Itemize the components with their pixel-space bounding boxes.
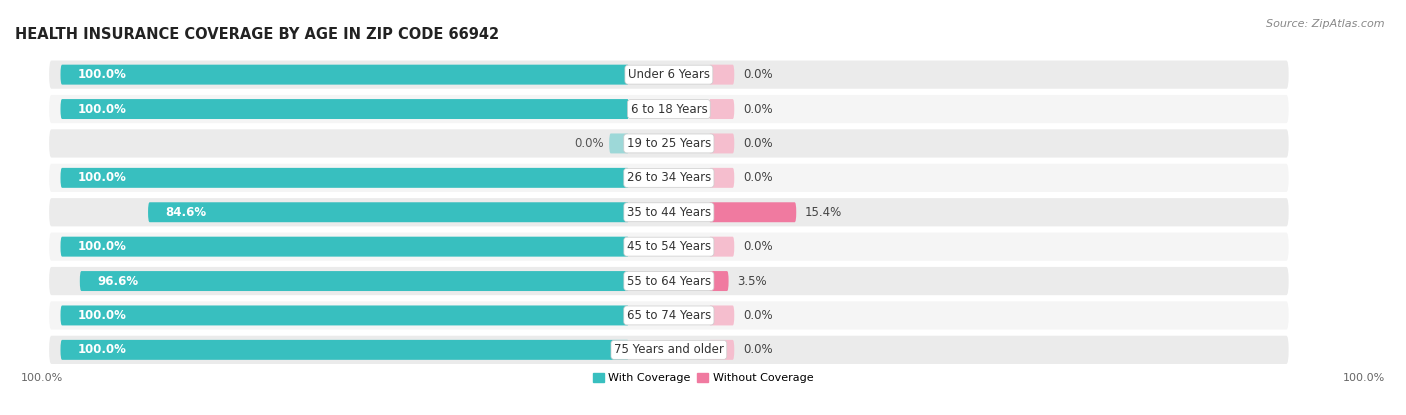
- Text: 35 to 44 Years: 35 to 44 Years: [627, 206, 711, 219]
- Text: 45 to 54 Years: 45 to 54 Years: [627, 240, 711, 253]
- Text: Under 6 Years: Under 6 Years: [628, 68, 710, 81]
- Text: 0.0%: 0.0%: [742, 171, 772, 184]
- Legend: With Coverage, Without Coverage: With Coverage, Without Coverage: [588, 369, 818, 388]
- FancyBboxPatch shape: [49, 336, 1289, 364]
- FancyBboxPatch shape: [49, 164, 1289, 192]
- FancyBboxPatch shape: [709, 305, 734, 325]
- Text: 65 to 74 Years: 65 to 74 Years: [627, 309, 711, 322]
- FancyBboxPatch shape: [709, 65, 734, 85]
- FancyBboxPatch shape: [709, 271, 728, 291]
- Text: 3.5%: 3.5%: [737, 275, 766, 288]
- FancyBboxPatch shape: [709, 134, 734, 154]
- Text: 100.0%: 100.0%: [77, 343, 127, 356]
- Text: 75 Years and older: 75 Years and older: [614, 343, 724, 356]
- FancyBboxPatch shape: [49, 61, 1289, 89]
- Text: 100.0%: 100.0%: [21, 373, 63, 383]
- FancyBboxPatch shape: [49, 267, 1289, 295]
- FancyBboxPatch shape: [49, 301, 1289, 330]
- FancyBboxPatch shape: [60, 99, 628, 119]
- Text: 19 to 25 Years: 19 to 25 Years: [627, 137, 711, 150]
- Text: 0.0%: 0.0%: [574, 137, 603, 150]
- FancyBboxPatch shape: [49, 129, 1289, 158]
- FancyBboxPatch shape: [609, 134, 628, 154]
- Text: 15.4%: 15.4%: [804, 206, 842, 219]
- Text: 0.0%: 0.0%: [742, 343, 772, 356]
- Text: 0.0%: 0.0%: [742, 309, 772, 322]
- Text: 0.0%: 0.0%: [742, 68, 772, 81]
- Text: 96.6%: 96.6%: [97, 275, 138, 288]
- FancyBboxPatch shape: [60, 237, 628, 256]
- Text: 100.0%: 100.0%: [77, 68, 127, 81]
- FancyBboxPatch shape: [709, 340, 734, 360]
- FancyBboxPatch shape: [49, 95, 1289, 123]
- Text: 26 to 34 Years: 26 to 34 Years: [627, 171, 711, 184]
- FancyBboxPatch shape: [80, 271, 628, 291]
- FancyBboxPatch shape: [60, 168, 628, 188]
- Text: 84.6%: 84.6%: [165, 206, 207, 219]
- Text: 100.0%: 100.0%: [77, 309, 127, 322]
- FancyBboxPatch shape: [709, 168, 734, 188]
- FancyBboxPatch shape: [60, 65, 628, 85]
- Text: 0.0%: 0.0%: [742, 137, 772, 150]
- FancyBboxPatch shape: [60, 305, 628, 325]
- Text: Source: ZipAtlas.com: Source: ZipAtlas.com: [1267, 19, 1385, 29]
- FancyBboxPatch shape: [49, 198, 1289, 226]
- FancyBboxPatch shape: [709, 99, 734, 119]
- Text: 55 to 64 Years: 55 to 64 Years: [627, 275, 711, 288]
- Text: HEALTH INSURANCE COVERAGE BY AGE IN ZIP CODE 66942: HEALTH INSURANCE COVERAGE BY AGE IN ZIP …: [15, 27, 499, 42]
- Text: 100.0%: 100.0%: [77, 240, 127, 253]
- FancyBboxPatch shape: [49, 232, 1289, 261]
- FancyBboxPatch shape: [709, 202, 796, 222]
- FancyBboxPatch shape: [709, 237, 734, 256]
- FancyBboxPatch shape: [148, 202, 628, 222]
- Text: 100.0%: 100.0%: [1343, 373, 1385, 383]
- FancyBboxPatch shape: [60, 340, 628, 360]
- Text: 0.0%: 0.0%: [742, 103, 772, 115]
- Text: 0.0%: 0.0%: [742, 240, 772, 253]
- Text: 100.0%: 100.0%: [77, 103, 127, 115]
- Text: 100.0%: 100.0%: [77, 171, 127, 184]
- Text: 6 to 18 Years: 6 to 18 Years: [630, 103, 707, 115]
